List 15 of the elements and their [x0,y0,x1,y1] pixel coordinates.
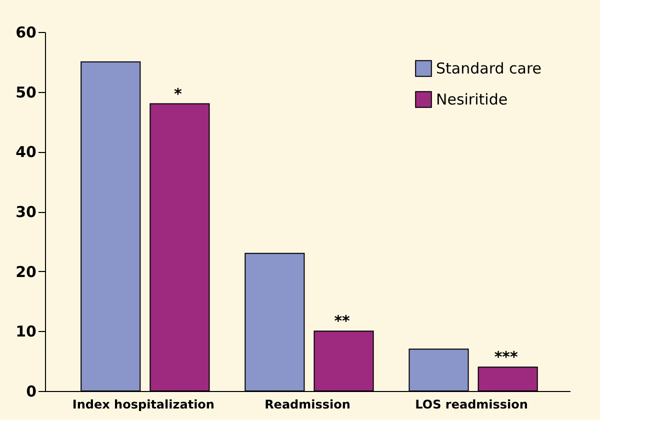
y-tick-label: 40 [16,143,36,162]
y-tick-label: 50 [16,83,36,102]
x-tick-label: Index hospitalization [72,398,214,412]
x-tick-label: LOS readmission [415,398,528,412]
y-tick-label: 60 [16,24,36,42]
annotation: *** [494,348,518,366]
y-tick-label: 10 [16,322,36,341]
legend-label: Standard care [436,60,542,78]
annotation: * [174,84,182,103]
y-tick-label: 30 [16,203,36,221]
y-tick-label: 20 [16,262,36,281]
x-tick-label: Readmission [264,398,350,412]
annotation: ** [334,312,350,330]
y-tick-label: 0 [26,382,36,400]
legend-label: Nesiritide [436,90,508,108]
